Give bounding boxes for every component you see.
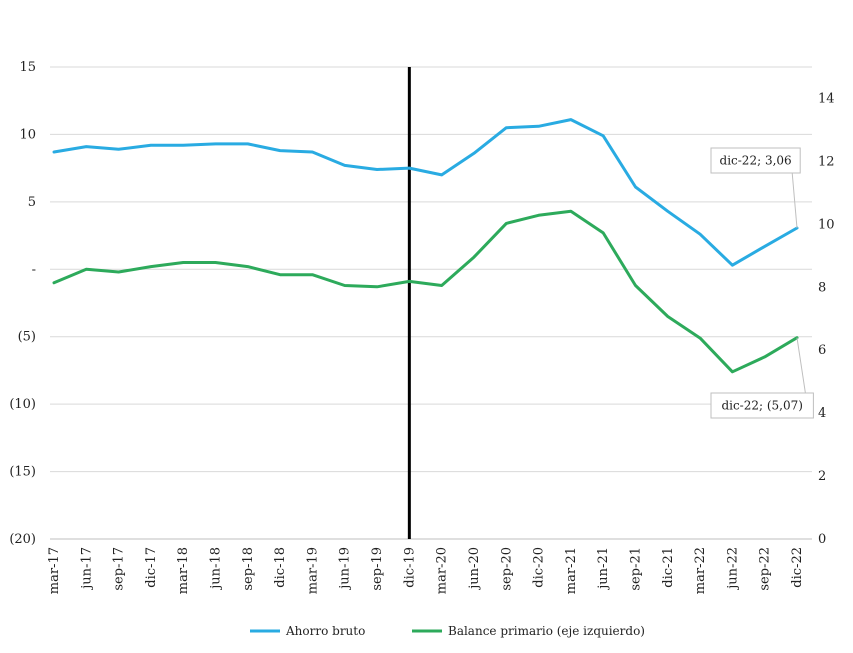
right-tick-label: 6 [818, 343, 826, 358]
x-axis: mar-17 jun-17 sep-17 dic-17 mar-18 jun-18 sep-… [47, 547, 805, 594]
left-tick-label: (15) [9, 465, 36, 480]
annotation-leader [796, 337, 806, 394]
x-tick-label: mar-21 [564, 547, 579, 594]
right-tick-label: 12 [818, 154, 835, 169]
x-tick-label: dic-22 [790, 547, 805, 588]
left-tick-label: 10 [19, 127, 36, 142]
left-tick-label: 15 [19, 60, 36, 75]
x-tick-label: mar-19 [305, 547, 320, 594]
annotation-box [710, 147, 801, 174]
x-tick-label: jun-18 [209, 547, 224, 591]
x-tick-label: sep-21 [628, 547, 643, 591]
annotation-box [710, 392, 814, 419]
legend-label-0: Ahorro bruto [285, 624, 365, 638]
annotations: dic-22; 3,06 dic-22; (5,07) [710, 147, 814, 419]
x-tick-label: dic-20 [532, 547, 547, 588]
right-tick-label: 14 [818, 91, 835, 106]
x-tick-label: jun-22 [725, 547, 740, 591]
left-tick-label: - [32, 262, 36, 277]
annotation-label: dic-22; 3,06 [720, 154, 792, 168]
left-tick-label: (10) [9, 397, 36, 412]
right-tick-label: 2 [818, 469, 826, 484]
x-tick-label: jun-19 [338, 547, 353, 591]
x-tick-label: mar-17 [47, 547, 62, 594]
left-tick-label: (5) [18, 330, 36, 345]
x-tick-label: jun-20 [467, 547, 482, 591]
right-axis: 0 2 4 6 8 10 12 14 [818, 91, 835, 547]
x-tick-label: mar-20 [435, 547, 450, 594]
annotation-label: dic-22; (5,07) [721, 399, 803, 413]
x-tick-label: sep-20 [499, 547, 514, 591]
x-tick-label: sep-17 [112, 547, 127, 591]
right-tick-label: 8 [818, 280, 826, 295]
series-lines [52, 118, 799, 374]
x-tick-label: dic-18 [273, 547, 288, 588]
x-tick-label: sep-19 [370, 547, 385, 591]
legend: Ahorro bruto Balance primario (eje izquie… [250, 624, 645, 638]
x-tick-label: jun-17 [79, 547, 94, 591]
series-line-1 [52, 209, 799, 374]
x-tick-label: sep-18 [241, 547, 256, 591]
x-tick-label: mar-22 [693, 547, 708, 594]
left-tick-label: (20) [9, 532, 36, 547]
right-tick-label: 0 [818, 532, 826, 547]
legend-label-1: Balance primario (eje izquierdo) [448, 624, 645, 638]
right-tick-label: 4 [818, 406, 826, 421]
annotation-leader [791, 172, 798, 229]
x-tick-label: jun-21 [596, 547, 611, 591]
x-tick-label: dic-17 [144, 547, 159, 588]
left-tick-label: 5 [28, 195, 36, 210]
right-tick-label: 10 [818, 217, 835, 232]
series-line-0 [52, 118, 799, 267]
left-axis: 15 10 5 - (5) (10) (15) (20) [9, 60, 36, 547]
x-tick-label: mar-18 [176, 547, 191, 594]
x-tick-label: dic-21 [661, 547, 676, 588]
x-tick-label: dic-19 [402, 547, 417, 588]
x-tick-label: sep-22 [758, 547, 773, 591]
grid-lines [50, 66, 812, 540]
